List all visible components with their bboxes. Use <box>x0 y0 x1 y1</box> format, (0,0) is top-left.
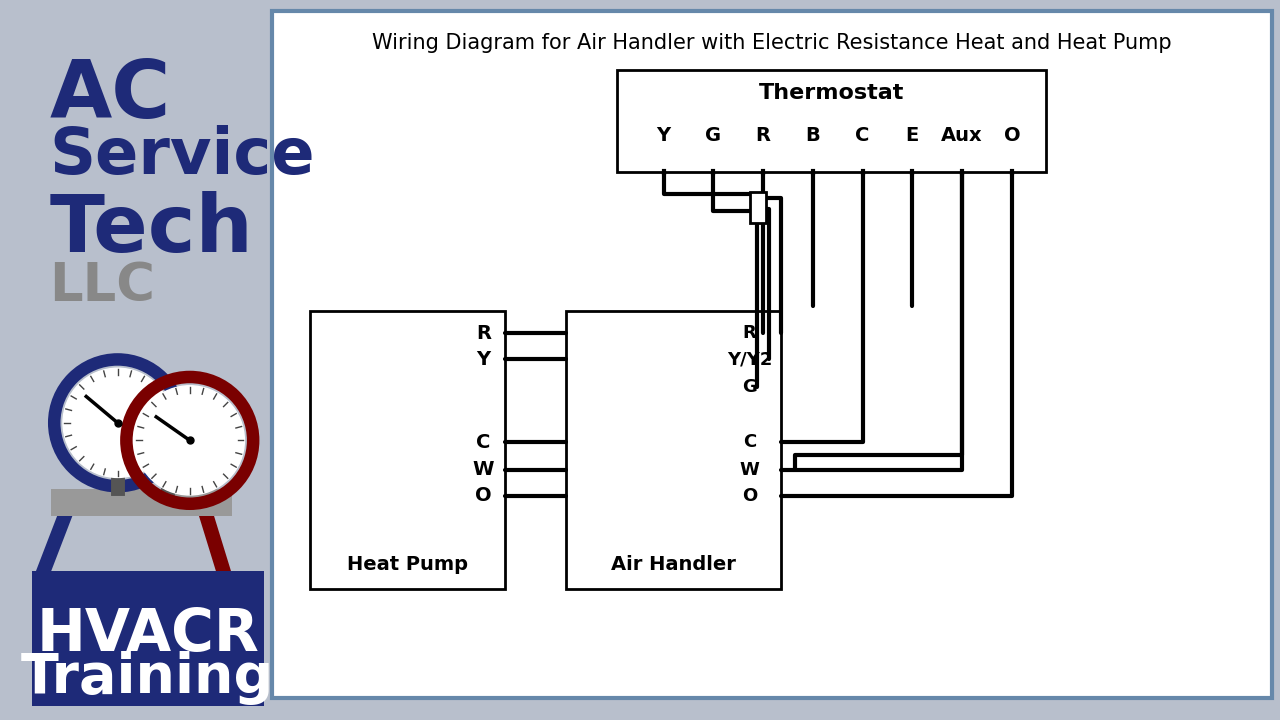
Bar <box>617 70 1046 172</box>
Circle shape <box>136 386 244 495</box>
Text: B: B <box>805 126 820 145</box>
Text: Heat Pump: Heat Pump <box>347 555 467 574</box>
Text: E: E <box>906 126 919 145</box>
Bar <box>51 489 232 516</box>
Text: O: O <box>1004 126 1020 145</box>
Circle shape <box>63 368 173 477</box>
Text: C: C <box>742 433 756 451</box>
Bar <box>271 12 1272 698</box>
Text: Air Handler: Air Handler <box>611 555 736 574</box>
Text: Aux: Aux <box>941 126 983 145</box>
Bar <box>750 192 767 223</box>
Text: Training: Training <box>22 651 274 705</box>
Text: AC: AC <box>50 57 170 135</box>
Text: C: C <box>476 433 490 452</box>
Text: Service: Service <box>50 125 315 187</box>
Text: Tech: Tech <box>50 191 253 269</box>
Text: O: O <box>742 487 758 505</box>
Bar <box>566 310 781 588</box>
Text: O: O <box>475 487 492 505</box>
Text: Y/Y2: Y/Y2 <box>727 351 772 369</box>
Text: LLC: LLC <box>50 260 155 312</box>
Text: W: W <box>472 460 494 479</box>
Text: HVACR: HVACR <box>36 606 260 663</box>
Bar <box>32 4 264 706</box>
Text: Wiring Diagram for Air Handler with Electric Resistance Heat and Heat Pump: Wiring Diagram for Air Handler with Elec… <box>372 32 1171 53</box>
Text: W: W <box>740 461 759 479</box>
Text: R: R <box>755 126 771 145</box>
Text: C: C <box>855 126 870 145</box>
Text: Y: Y <box>476 350 490 369</box>
Bar <box>32 571 264 706</box>
Text: Y: Y <box>657 126 671 145</box>
Bar <box>310 310 504 588</box>
Text: R: R <box>742 324 756 342</box>
Text: Thermostat: Thermostat <box>759 84 904 104</box>
Text: R: R <box>476 323 490 343</box>
Text: G: G <box>742 378 756 396</box>
Text: G: G <box>705 126 722 145</box>
